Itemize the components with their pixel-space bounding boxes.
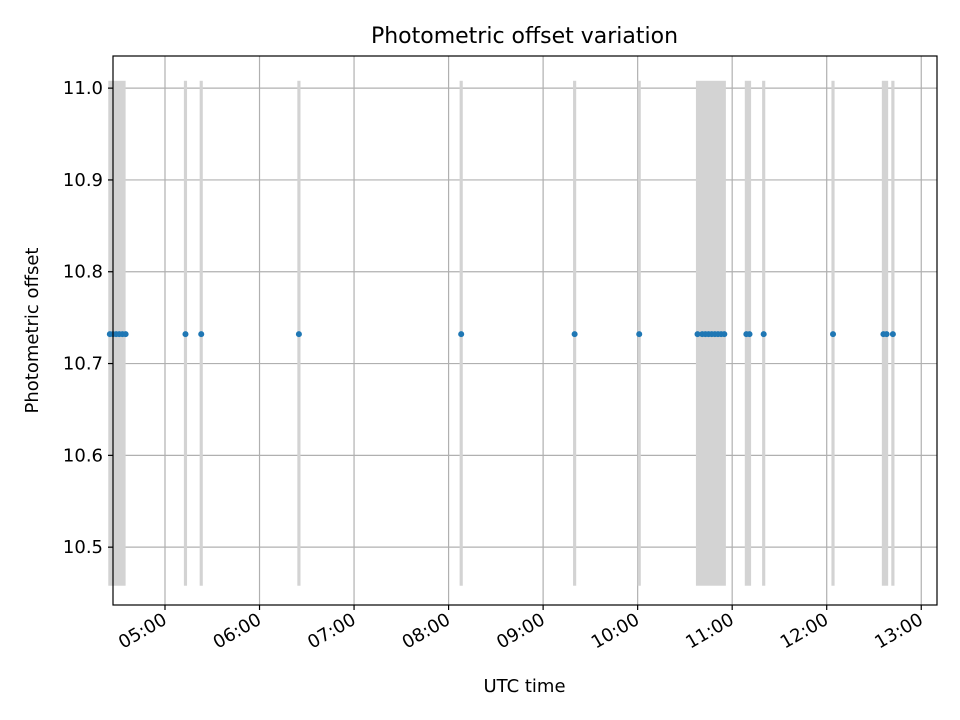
y-tick-label: 11.0 — [63, 78, 103, 99]
grid-layer — [113, 56, 937, 605]
y-tick-label: 10.8 — [63, 262, 103, 283]
plot-frame — [112, 55, 938, 606]
data-point — [760, 331, 767, 338]
data-point — [636, 331, 643, 338]
data-point — [198, 331, 205, 338]
y-axis: 10.5 10.6 10.7 10.8 10.9 11.0 — [63, 78, 113, 558]
data-point — [830, 331, 837, 338]
y-tick-label: 10.7 — [63, 354, 103, 375]
x-axis-title: UTC time — [483, 676, 565, 697]
points-layer — [106, 331, 896, 338]
data-point — [883, 331, 890, 338]
data-point — [571, 331, 578, 338]
chart-title: Photometric offset variation — [371, 24, 678, 49]
data-point — [746, 331, 753, 338]
data-point — [694, 331, 701, 338]
data-point — [458, 331, 465, 338]
y-axis-title: Photometric offset — [22, 248, 43, 414]
data-point — [721, 331, 728, 338]
y-tick-label: 10.9 — [63, 170, 103, 191]
data-point — [182, 331, 189, 338]
y-tick-label: 10.5 — [63, 537, 103, 558]
data-point — [889, 331, 896, 338]
y-tick-label: 10.6 — [63, 445, 103, 466]
data-point — [122, 331, 129, 338]
data-point — [295, 331, 302, 338]
